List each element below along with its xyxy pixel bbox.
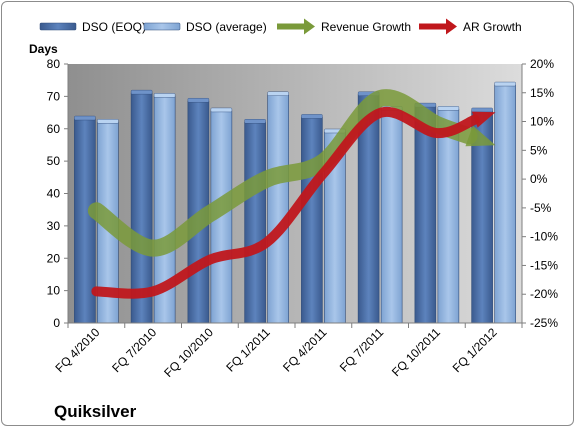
y-tick-label: 50 — [47, 154, 61, 168]
y-tick-label: 30 — [47, 219, 61, 233]
bar-top — [244, 119, 266, 124]
x-tick-label: FQ 4/2011 — [280, 325, 330, 375]
bar-top — [97, 119, 119, 124]
legend-label: Revenue Growth — [321, 20, 411, 34]
x-tick-label: FQ 10/2011 — [389, 325, 443, 379]
legend-label: DSO (average) — [186, 20, 267, 34]
bar-dso-average — [380, 109, 403, 324]
bar-top — [74, 115, 96, 121]
y-tick-label: 70 — [47, 89, 61, 103]
legend-label: DSO (EOQ) — [82, 20, 146, 34]
y2-tick-label: -20% — [530, 287, 558, 301]
y2-tick-label: 5% — [530, 143, 548, 157]
y2-tick-label: -15% — [530, 258, 558, 272]
x-tick-label: FQ 1/2011 — [223, 325, 273, 375]
y2-tick-label: -10% — [530, 230, 558, 244]
y2-tick-label: 0% — [530, 172, 548, 186]
legend-label: AR Growth — [463, 20, 522, 34]
legend-item-revenue-growth: Revenue Growth — [277, 18, 411, 35]
revenue-growth-line — [87, 89, 478, 257]
y2-tick-label: 10% — [530, 115, 554, 129]
legend-swatch — [143, 22, 181, 31]
y-tick-label: 60 — [47, 122, 61, 136]
bar-top — [187, 98, 210, 103]
bar-top — [437, 106, 460, 111]
x-tick-label: FQ 7/2011 — [337, 325, 387, 375]
bar-top — [210, 107, 233, 113]
legend-item-dso-eoq: DSO (EOQ) — [39, 20, 146, 34]
ar-growth-line — [91, 106, 480, 299]
y-tick-label: 80 — [47, 57, 61, 71]
x-tick-label: FQ 1/2012 — [450, 325, 500, 375]
y-tick-label: 40 — [47, 187, 61, 201]
revenue-growth-arrowhead — [465, 125, 496, 147]
bar-top — [301, 114, 323, 119]
x-tick-label: FQ 7/2010 — [109, 325, 159, 375]
bar-dso-average — [437, 109, 460, 324]
bar-top — [153, 93, 176, 98]
y-tick-label: 0 — [53, 316, 60, 330]
bar-dso-eoq — [414, 105, 437, 324]
y2-tick-label: -5% — [530, 201, 552, 215]
legend-swatch — [39, 22, 77, 31]
bar-top — [130, 89, 153, 95]
y-tick-label: 10 — [47, 284, 61, 298]
bar-dso-average — [267, 94, 289, 324]
legend-item-ar-growth: AR Growth — [419, 18, 522, 35]
bar-top — [267, 91, 289, 96]
bar-top — [494, 81, 516, 87]
x-tick-label: FQ 4/2010 — [53, 325, 103, 375]
legend-arrow-icon — [419, 18, 457, 35]
bar-dso-eoq — [244, 121, 266, 324]
bar-top — [471, 107, 493, 113]
chart-title: Quiksilver — [54, 402, 137, 421]
legend-item-dso-average: DSO (average) — [143, 20, 267, 34]
y2-tick-label: -25% — [530, 316, 558, 330]
y-tick-label: 20 — [47, 251, 61, 265]
x-tick-label: FQ 10/2010 — [161, 325, 216, 380]
y-axis-label: Days — [29, 42, 58, 56]
bar-dso-average — [494, 84, 516, 324]
legend-arrow-icon — [277, 18, 315, 35]
y2-tick-label: 20% — [530, 57, 554, 71]
ar-growth-arrowhead — [471, 111, 496, 128]
y2-tick-label: 15% — [530, 86, 554, 100]
bar-dso-eoq — [301, 117, 323, 324]
